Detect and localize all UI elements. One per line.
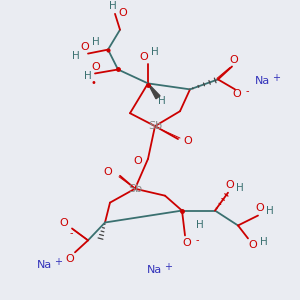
Text: Na: Na xyxy=(38,260,52,270)
Text: O: O xyxy=(183,238,191,248)
Text: H: H xyxy=(151,46,159,57)
Text: Sb: Sb xyxy=(148,121,162,131)
Text: -: - xyxy=(195,236,199,245)
Text: O: O xyxy=(249,240,257,250)
Text: -: - xyxy=(69,228,73,239)
Text: O: O xyxy=(226,180,234,190)
Text: H: H xyxy=(72,51,80,61)
Text: -: - xyxy=(245,86,249,96)
Text: H: H xyxy=(84,71,92,81)
Text: O: O xyxy=(134,156,142,166)
Text: O: O xyxy=(118,8,127,18)
Polygon shape xyxy=(148,83,160,99)
Text: H: H xyxy=(158,96,166,106)
Text: O: O xyxy=(92,61,100,71)
Text: H: H xyxy=(196,220,204,230)
Text: Sb: Sb xyxy=(128,184,142,194)
Text: •: • xyxy=(90,78,96,88)
Text: O: O xyxy=(103,167,112,177)
Text: +: + xyxy=(272,74,280,83)
Text: Na: Na xyxy=(254,76,270,86)
Text: O: O xyxy=(184,136,192,146)
Text: O: O xyxy=(81,42,89,52)
Text: H: H xyxy=(236,183,244,193)
Text: +: + xyxy=(54,257,62,267)
Text: H: H xyxy=(266,206,274,216)
Text: H: H xyxy=(109,1,117,11)
Text: O: O xyxy=(140,52,148,61)
Text: H: H xyxy=(260,237,268,248)
Text: +: + xyxy=(164,262,172,272)
Text: O: O xyxy=(60,218,68,229)
Text: O: O xyxy=(232,89,242,99)
Text: O: O xyxy=(256,202,264,213)
Text: Na: Na xyxy=(147,265,163,275)
Text: O: O xyxy=(230,55,238,64)
Text: H: H xyxy=(92,37,100,47)
Text: O: O xyxy=(66,254,74,264)
